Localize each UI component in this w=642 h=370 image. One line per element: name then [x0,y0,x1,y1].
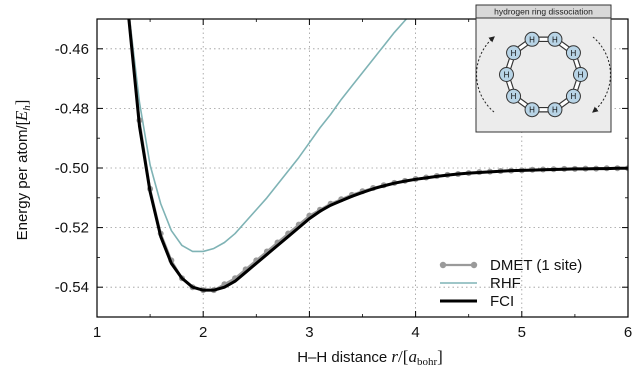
hydrogen-atom-label: H [571,92,577,101]
y-tick-label: -0.54 [55,279,89,296]
y-tick-label: -0.50 [55,160,89,177]
hydrogen-atom-label: H [504,71,510,80]
legend-label-fci: FCI [490,293,514,310]
legend-label-dmet-1-site: DMET (1 site) [490,257,582,274]
y-tick-label: -0.52 [55,220,89,237]
hydrogen-atom-label: H [552,106,558,115]
inset-title: hydrogen ring dissociation [494,7,593,17]
x-tick-label: 2 [199,324,207,341]
inset-frame [476,5,611,132]
hydrogen-atom-label: H [578,71,584,80]
legend-marker [471,262,477,268]
x-tick-label: 3 [305,324,313,341]
hydrogen-atom-label: H [529,106,535,115]
x-axis-title: H–H distance r/[abohr] [297,347,443,368]
legend-label-rhf: RHF [490,275,521,292]
hydrogen-atom-label: H [511,92,517,101]
hydrogen-atom-label: H [511,49,517,58]
inset-hydrogen-ring: hydrogen ring dissociation H H H H H H H H H H [476,5,611,132]
y-tick-label: -0.46 [55,41,89,58]
x-tick-label: 5 [518,324,526,341]
hydrogen-atom-label: H [529,35,535,44]
x-tick-label: 6 [624,324,632,341]
y-tick-label: -0.48 [55,100,89,117]
x-tick-label: 1 [93,324,101,341]
x-tick-label: 4 [411,324,419,341]
legend-marker [440,262,446,268]
y-axis-title: Energy per atom/[Eh] [12,100,33,241]
hydrogen-atom-label: H [552,35,558,44]
dmet-point [126,10,132,16]
hydrogen-atom-label: H [571,49,577,58]
